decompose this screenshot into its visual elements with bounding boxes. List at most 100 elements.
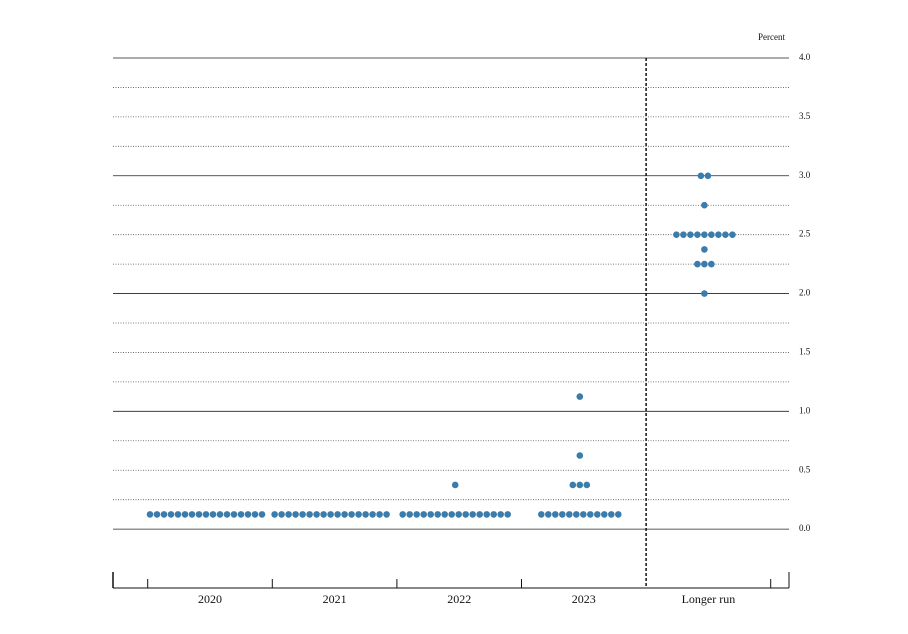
dot bbox=[369, 511, 376, 518]
y-tick-label: 0.5 bbox=[799, 464, 811, 474]
x-tick-label: Longer run bbox=[682, 592, 736, 606]
dot bbox=[455, 511, 463, 518]
dot bbox=[462, 511, 470, 518]
dot bbox=[576, 393, 584, 400]
dot bbox=[729, 231, 736, 238]
dot bbox=[251, 511, 259, 518]
dot bbox=[576, 452, 584, 459]
dot bbox=[569, 481, 577, 489]
dot bbox=[153, 511, 161, 518]
dot bbox=[167, 511, 175, 518]
dot bbox=[278, 511, 285, 518]
dot bbox=[587, 511, 594, 518]
y-tick-label: 3.0 bbox=[799, 170, 811, 180]
dot bbox=[413, 511, 421, 518]
dot bbox=[483, 511, 491, 518]
dot bbox=[583, 481, 591, 489]
dot bbox=[708, 231, 715, 238]
dot bbox=[160, 511, 168, 518]
dot bbox=[701, 246, 708, 253]
dot bbox=[362, 511, 369, 518]
dot bbox=[687, 231, 694, 238]
dot bbox=[237, 511, 245, 518]
dot bbox=[701, 201, 708, 209]
x-tick-label: 2020 bbox=[198, 592, 222, 606]
dot bbox=[327, 511, 334, 518]
y-tick-label: 2.0 bbox=[799, 288, 811, 298]
dot bbox=[181, 511, 189, 518]
dot bbox=[313, 511, 320, 518]
dot bbox=[448, 511, 456, 518]
dot bbox=[701, 231, 708, 238]
dot bbox=[420, 511, 428, 518]
dot bbox=[608, 511, 615, 518]
dot bbox=[348, 511, 355, 518]
dot bbox=[701, 290, 708, 297]
dot bbox=[469, 511, 477, 518]
dot bbox=[701, 260, 708, 268]
dot bbox=[341, 511, 348, 518]
dot bbox=[406, 511, 414, 518]
y-tick-label: 0.0 bbox=[799, 523, 811, 533]
dot bbox=[580, 511, 587, 518]
x-tick-label: 2021 bbox=[323, 592, 347, 606]
dot bbox=[704, 172, 712, 180]
y-tick-label: 2.5 bbox=[799, 229, 811, 239]
dot bbox=[376, 511, 383, 518]
dot bbox=[355, 511, 362, 518]
dot bbox=[697, 172, 705, 180]
dot bbox=[708, 260, 715, 268]
dot bbox=[223, 511, 231, 518]
x-tick-label: 2023 bbox=[572, 592, 596, 606]
dot bbox=[299, 511, 306, 518]
y-tick-label: 1.0 bbox=[799, 405, 811, 415]
dot bbox=[216, 511, 224, 518]
dot bbox=[573, 511, 580, 518]
dot bbox=[258, 511, 266, 518]
dot bbox=[545, 511, 552, 518]
dot bbox=[576, 481, 584, 489]
dot bbox=[195, 511, 203, 518]
dot bbox=[285, 511, 292, 518]
dot bbox=[601, 511, 608, 518]
dot bbox=[244, 511, 252, 518]
dot bbox=[451, 481, 459, 489]
dot bbox=[334, 511, 341, 518]
dot bbox=[552, 511, 559, 518]
dot bbox=[615, 511, 622, 518]
dot bbox=[320, 511, 327, 518]
y-tick-label: 3.5 bbox=[799, 111, 811, 121]
dot bbox=[680, 231, 687, 238]
dot bbox=[694, 231, 701, 238]
unit-label: Percent bbox=[758, 32, 785, 42]
dot bbox=[497, 511, 505, 518]
dot bbox=[538, 511, 545, 518]
dot bbox=[399, 511, 407, 518]
dot bbox=[202, 511, 210, 518]
dot bbox=[559, 511, 566, 518]
dot bbox=[174, 511, 182, 518]
dot bbox=[292, 511, 299, 518]
dot bbox=[476, 511, 484, 518]
dot bbox=[722, 231, 729, 238]
y-tick-label: 1.5 bbox=[799, 347, 811, 357]
dot bbox=[230, 511, 238, 518]
dot bbox=[694, 260, 701, 268]
dot bbox=[566, 511, 573, 518]
dot bbox=[271, 511, 278, 518]
dot bbox=[306, 511, 313, 518]
dot bbox=[441, 511, 449, 518]
x-tick-label: 2022 bbox=[447, 592, 471, 606]
dot bbox=[209, 511, 217, 518]
dot bbox=[427, 511, 435, 518]
dot bbox=[146, 511, 154, 518]
y-tick-label: 4.0 bbox=[799, 52, 811, 62]
dot bbox=[715, 231, 722, 238]
dot bbox=[383, 511, 390, 518]
dot bbox=[434, 511, 442, 518]
dot bbox=[188, 511, 196, 518]
dot bbox=[490, 511, 498, 518]
dot bbox=[504, 511, 512, 518]
